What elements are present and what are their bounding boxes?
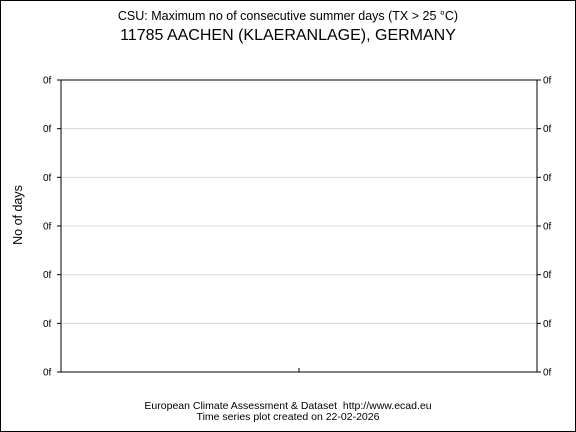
y-tick-label-left: 0f bbox=[43, 173, 52, 184]
y-tick-label-right: 0f bbox=[543, 270, 552, 281]
gridlines bbox=[61, 128, 537, 324]
y-tick-label-left: 0f bbox=[43, 270, 52, 281]
y-tick-label-left: 0f bbox=[43, 76, 52, 87]
y-tick-label-left: 0f bbox=[43, 222, 52, 233]
footer-created: Time series plot created on 22-02-2026 bbox=[196, 411, 380, 423]
footer-source: European Climate Assessment & Dataset ht… bbox=[144, 400, 432, 412]
y-tick-label-right: 0f bbox=[543, 124, 552, 135]
y-tick-label-left: 0f bbox=[43, 124, 52, 135]
axis-ticks bbox=[57, 79, 541, 373]
y-tick-label-right: 0f bbox=[543, 222, 552, 233]
y-tick-label-right: 0f bbox=[543, 319, 552, 330]
y-tick-labels: 0f 0f 0f 0f 0f 0f 0f 0f 0f 0f 0f 0f 0f 0f bbox=[43, 76, 552, 379]
chart-subtitle: 11785 AACHEN (KLAERANLAGE), GERMANY bbox=[120, 27, 456, 44]
y-tick-label-left: 0f bbox=[43, 319, 52, 330]
y-tick-label-right: 0f bbox=[543, 76, 552, 87]
y-tick-label-right: 0f bbox=[543, 368, 552, 379]
chart-title: CSU: Maximum no of consecutive summer da… bbox=[117, 9, 459, 23]
y-tick-label-right: 0f bbox=[543, 173, 552, 184]
y-tick-label-left: 0f bbox=[43, 368, 52, 379]
